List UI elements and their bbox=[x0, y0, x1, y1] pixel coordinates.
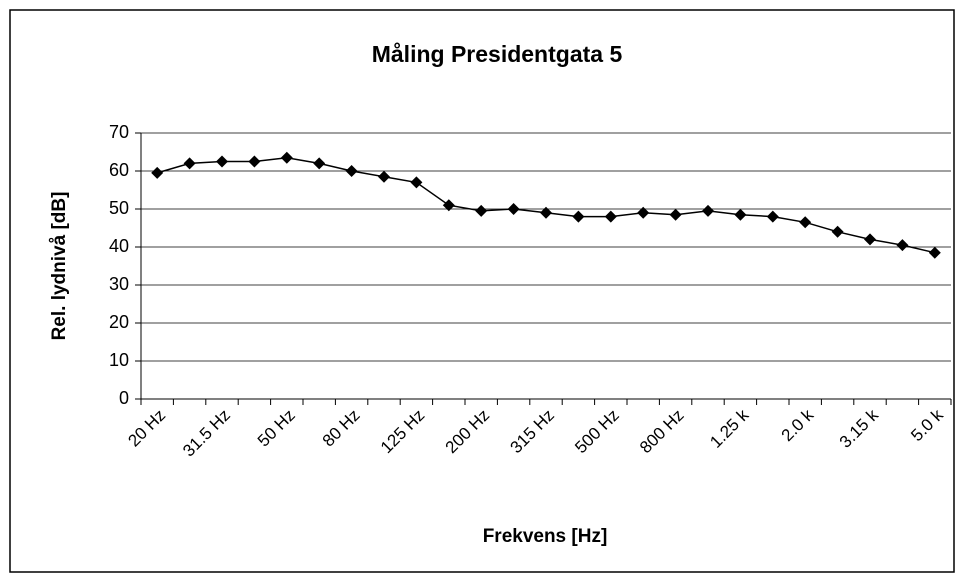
data-marker bbox=[248, 155, 261, 168]
data-marker bbox=[345, 165, 358, 177]
data-marker bbox=[507, 203, 520, 215]
data-marker bbox=[572, 210, 585, 223]
data-marker bbox=[702, 204, 714, 217]
y-axis-label: Rel. lydnivå [dB] bbox=[49, 192, 70, 341]
data-marker bbox=[280, 151, 293, 164]
data-marker bbox=[831, 225, 844, 238]
y-tick-label: 10 bbox=[109, 350, 129, 370]
data-marker bbox=[766, 210, 779, 223]
data-marker bbox=[183, 157, 196, 170]
data-marker bbox=[442, 199, 455, 212]
y-tick-label: 40 bbox=[109, 236, 129, 256]
data-marker bbox=[928, 246, 941, 259]
data-marker bbox=[896, 239, 909, 252]
y-tick-label: 30 bbox=[109, 274, 129, 294]
data-marker bbox=[799, 216, 812, 229]
y-tick-label: 50 bbox=[109, 198, 129, 218]
data-marker bbox=[734, 208, 747, 221]
data-marker bbox=[410, 176, 423, 189]
data-marker bbox=[475, 204, 488, 217]
x-axis-label: Frekvens [Hz] bbox=[483, 526, 608, 547]
data-marker bbox=[313, 157, 326, 170]
data-marker bbox=[151, 166, 164, 179]
chart-frame bbox=[9, 9, 955, 573]
y-tick-label: 70 bbox=[109, 122, 129, 142]
y-tick-label: 60 bbox=[109, 160, 129, 180]
y-tick-label: 20 bbox=[109, 312, 129, 332]
chart-title: Måling Presidentgata 5 bbox=[372, 41, 623, 67]
data-marker bbox=[637, 206, 650, 219]
data-marker bbox=[378, 170, 390, 183]
data-marker bbox=[540, 206, 552, 219]
data-marker bbox=[864, 233, 876, 246]
y-tick-label: 0 bbox=[119, 388, 129, 408]
data-marker bbox=[669, 208, 682, 221]
data-marker bbox=[216, 155, 228, 168]
data-marker bbox=[604, 210, 617, 223]
